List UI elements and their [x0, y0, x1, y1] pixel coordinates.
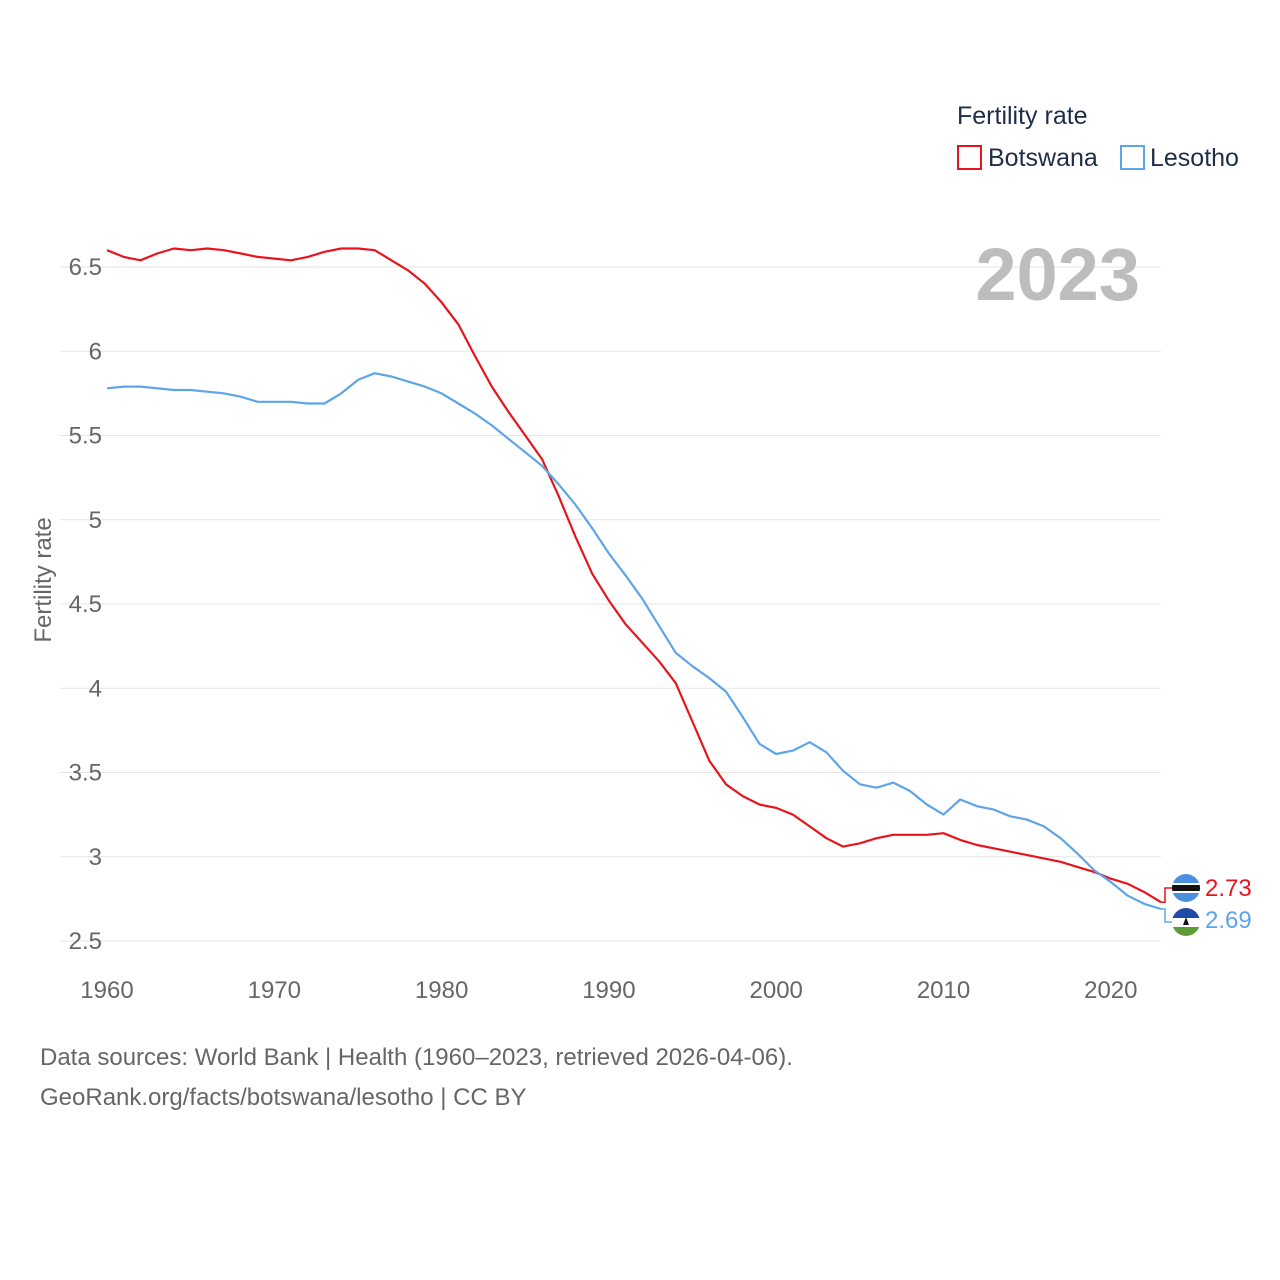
- x-axis-ticks: 1960 1970 1980 1990 2000 2010 2020: [80, 977, 1137, 1004]
- series-lines: [106, 247, 1162, 911]
- x-tick-label: 2000: [750, 977, 803, 1004]
- y-tick-label: 2.5: [69, 928, 102, 955]
- botswana-end-connector: [1161, 887, 1172, 903]
- y-tick-label: 3.5: [69, 760, 102, 787]
- legend-swatch-lesotho: [1120, 145, 1145, 170]
- y-tick-label: 5.5: [69, 423, 102, 450]
- y-tick-label: 5: [89, 507, 102, 534]
- legend-swatch-botswana: [957, 145, 982, 170]
- botswana-end-value: 2.73: [1205, 875, 1252, 902]
- lesotho-end-value: 2.69: [1205, 907, 1252, 934]
- end-markers: 2.73 2.69: [1161, 874, 1252, 936]
- x-tick-label: 1980: [415, 977, 468, 1004]
- year-label: 2023: [975, 233, 1140, 316]
- lesotho-flag-icon: [1172, 908, 1200, 936]
- y-tick-label: 4: [89, 675, 102, 702]
- y-tick-label: 3: [89, 844, 102, 871]
- series-line-lesotho: [106, 372, 1162, 911]
- x-tick-label: 2010: [917, 977, 970, 1004]
- y-tick-label: 6.5: [69, 254, 102, 281]
- y-tick-label: 4.5: [69, 591, 102, 618]
- legend-label-lesotho: Lesotho: [1150, 144, 1239, 172]
- x-tick-label: 2020: [1084, 977, 1137, 1004]
- lesotho-end-connector: [1161, 908, 1172, 923]
- x-tick-label: 1990: [582, 977, 635, 1004]
- x-tick-label: 1970: [248, 977, 301, 1004]
- x-tick-label: 1960: [80, 977, 133, 1004]
- legend-title: Fertility rate: [957, 102, 1088, 130]
- footer-sources: Data sources: World Bank | Health (1960–…: [40, 1044, 793, 1071]
- footer-attribution: GeoRank.org/facts/botswana/lesotho | CC …: [40, 1084, 527, 1111]
- y-tick-label: 6: [89, 338, 102, 365]
- series-line-botswana: [106, 247, 1162, 904]
- legend-label-botswana: Botswana: [988, 144, 1098, 172]
- y-axis-label: Fertility rate: [30, 517, 57, 642]
- legend: Fertility rate Botswana Lesotho: [957, 102, 1239, 172]
- y-axis-ticks: 2.5 3 3.5 4 4.5 5 5.5 6 6.5: [69, 254, 102, 955]
- botswana-flag-icon: [1172, 874, 1200, 902]
